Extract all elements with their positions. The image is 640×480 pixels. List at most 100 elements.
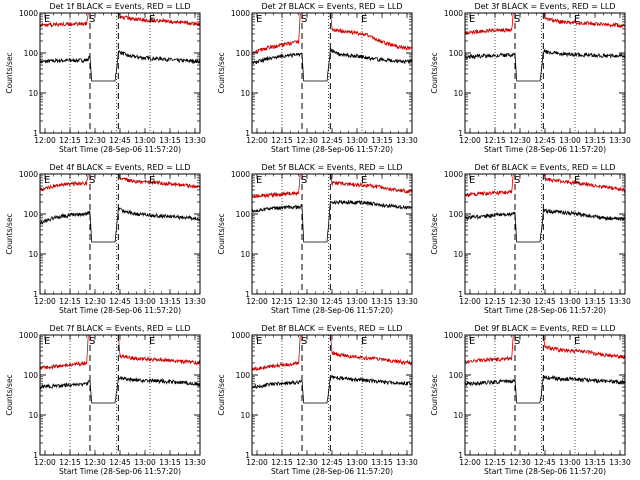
x-tick-label: 12:30 — [84, 297, 106, 306]
x-tick-label: 12:00 — [246, 136, 268, 145]
y-tick-label: 100 — [449, 371, 464, 380]
marker-label: E — [149, 175, 155, 186]
x-tick-label: 12:15 — [59, 136, 81, 145]
y-tick-label: 1000 — [19, 9, 38, 18]
y-tick-label: 1 — [33, 129, 38, 138]
series-line-lld — [40, 335, 200, 371]
y-tick-label: 100 — [449, 49, 464, 58]
marker-label: E — [469, 175, 475, 186]
series-line-events — [252, 374, 412, 404]
plot-frame — [39, 12, 201, 134]
x-axis-label: Start Time (28-Sep-06 11:57:20) — [271, 306, 393, 315]
y-tick-label: 1000 — [231, 9, 250, 18]
marker-label: E — [149, 14, 155, 25]
x-tick-label: 12:45 — [534, 136, 556, 145]
x-tick-label: 13:15 — [584, 136, 606, 145]
y-tick-label: 1 — [458, 451, 463, 460]
x-tick-label: 13:15 — [371, 297, 393, 306]
x-tick-label: 12:00 — [34, 136, 56, 145]
x-axis-label: Start Time (28-Sep-06 11:57:20) — [271, 145, 393, 154]
y-tick-label: 1000 — [444, 9, 463, 18]
y-tick-label: 1000 — [231, 331, 250, 340]
y-axis-label: Counts/sec — [430, 374, 439, 415]
x-tick-label: 13:30 — [609, 297, 631, 306]
chart-title: Det 2f BLACK = Events, RED = LLD — [261, 2, 402, 11]
chart-panel-1: Det 1f BLACK = Events, RED = LLD E S E 1 10 10… — [5, 2, 206, 154]
marker-label: E — [44, 14, 50, 25]
chart-panel-8: Det 8f BLACK = Events, RED = LLD E S E 1 10 10… — [217, 324, 418, 476]
x-tick-label: 13:00 — [346, 297, 368, 306]
x-tick-label: 13:15 — [159, 297, 181, 306]
marker-label: E — [149, 336, 155, 347]
y-tick-label: 10 — [240, 411, 250, 420]
x-tick-label: 12:30 — [509, 458, 531, 467]
x-tick-label: 12:15 — [271, 458, 293, 467]
x-tick-label: 13:30 — [396, 297, 418, 306]
x-tick-label: 13:00 — [559, 297, 581, 306]
x-axis-label: Start Time (28-Sep-06 11:57:20) — [484, 306, 606, 315]
series-line-lld — [465, 335, 625, 365]
x-tick-label: 13:00 — [134, 297, 156, 306]
series-group — [40, 174, 200, 243]
x-tick-label: 12:30 — [84, 136, 106, 145]
x-tick-label: 12:15 — [271, 136, 293, 145]
chart-panel-9: Det 9f BLACK = Events, RED = LLD E S E 1 10 10… — [430, 324, 631, 476]
plot-frame — [39, 173, 201, 295]
series-line-events — [465, 48, 625, 82]
series-group — [465, 174, 625, 243]
y-tick-label: 1 — [458, 290, 463, 299]
x-tick-label: 13:15 — [584, 297, 606, 306]
x-tick-label: 12:30 — [296, 458, 318, 467]
marker-label: E — [469, 336, 475, 347]
x-tick-label: 12:30 — [509, 136, 531, 145]
x-tick-label: 13:15 — [371, 136, 393, 145]
x-tick-label: 12:45 — [109, 297, 131, 306]
x-tick-label: 12:30 — [509, 297, 531, 306]
x-tick-label: 13:00 — [559, 458, 581, 467]
y-axis-label: Counts/sec — [5, 52, 14, 93]
x-axis-label: Start Time (28-Sep-06 11:57:20) — [484, 145, 606, 154]
chart-panel-4: Det 4f BLACK = Events, RED = LLD E S E 1 10 10… — [5, 163, 206, 315]
series-group — [40, 335, 200, 404]
series-group — [252, 13, 412, 82]
series-line-lld — [252, 335, 412, 372]
plot-frame — [464, 334, 626, 456]
x-axis-label: Start Time (28-Sep-06 11:57:20) — [484, 467, 606, 476]
marker-label: S — [89, 336, 95, 347]
x-tick-label: 12:00 — [34, 458, 56, 467]
series-group — [252, 335, 412, 404]
x-tick-label: 13:15 — [159, 458, 181, 467]
x-axis-label: Start Time (28-Sep-06 11:57:20) — [271, 467, 393, 476]
series-line-events — [40, 376, 200, 404]
chart-title: Det 5f BLACK = Events, RED = LLD — [261, 163, 402, 172]
y-axis-label: Counts/sec — [5, 213, 14, 254]
x-axis-label: Start Time (28-Sep-06 11:57:20) — [59, 306, 181, 315]
x-tick-label: 12:15 — [59, 458, 81, 467]
y-tick-label: 1000 — [444, 170, 463, 179]
marker-label: E — [44, 336, 50, 347]
marker-label: S — [89, 175, 95, 186]
marker-label: E — [256, 336, 262, 347]
series-line-events — [465, 208, 625, 243]
x-tick-label: 13:00 — [559, 136, 581, 145]
x-axis-label: Start Time (28-Sep-06 11:57:20) — [59, 145, 181, 154]
marker-label: E — [361, 175, 367, 186]
chart-panel-5: Det 5f BLACK = Events, RED = LLD E S E 1 10 10… — [217, 163, 418, 315]
chart-panel-3: Det 3f BLACK = Events, RED = LLD E S E 1 10 10… — [430, 2, 631, 154]
marker-label: S — [301, 336, 307, 347]
chart-title: Det 4f BLACK = Events, RED = LLD — [49, 163, 190, 172]
marker-label: S — [301, 175, 307, 186]
series-line-events — [252, 199, 412, 243]
x-tick-label: 12:45 — [321, 297, 343, 306]
y-tick-label: 1000 — [444, 331, 463, 340]
series-line-events — [40, 49, 200, 82]
chart-title: Det 6f BLACK = Events, RED = LLD — [474, 163, 615, 172]
y-axis-label: Counts/sec — [430, 213, 439, 254]
y-tick-label: 1 — [245, 451, 250, 460]
x-tick-label: 12:00 — [459, 297, 481, 306]
x-tick-label: 13:30 — [609, 458, 631, 467]
chart-panel-2: Det 2f BLACK = Events, RED = LLD E S E 1 10 10… — [217, 2, 418, 154]
y-tick-label: 100 — [236, 49, 251, 58]
marker-label: E — [361, 336, 367, 347]
